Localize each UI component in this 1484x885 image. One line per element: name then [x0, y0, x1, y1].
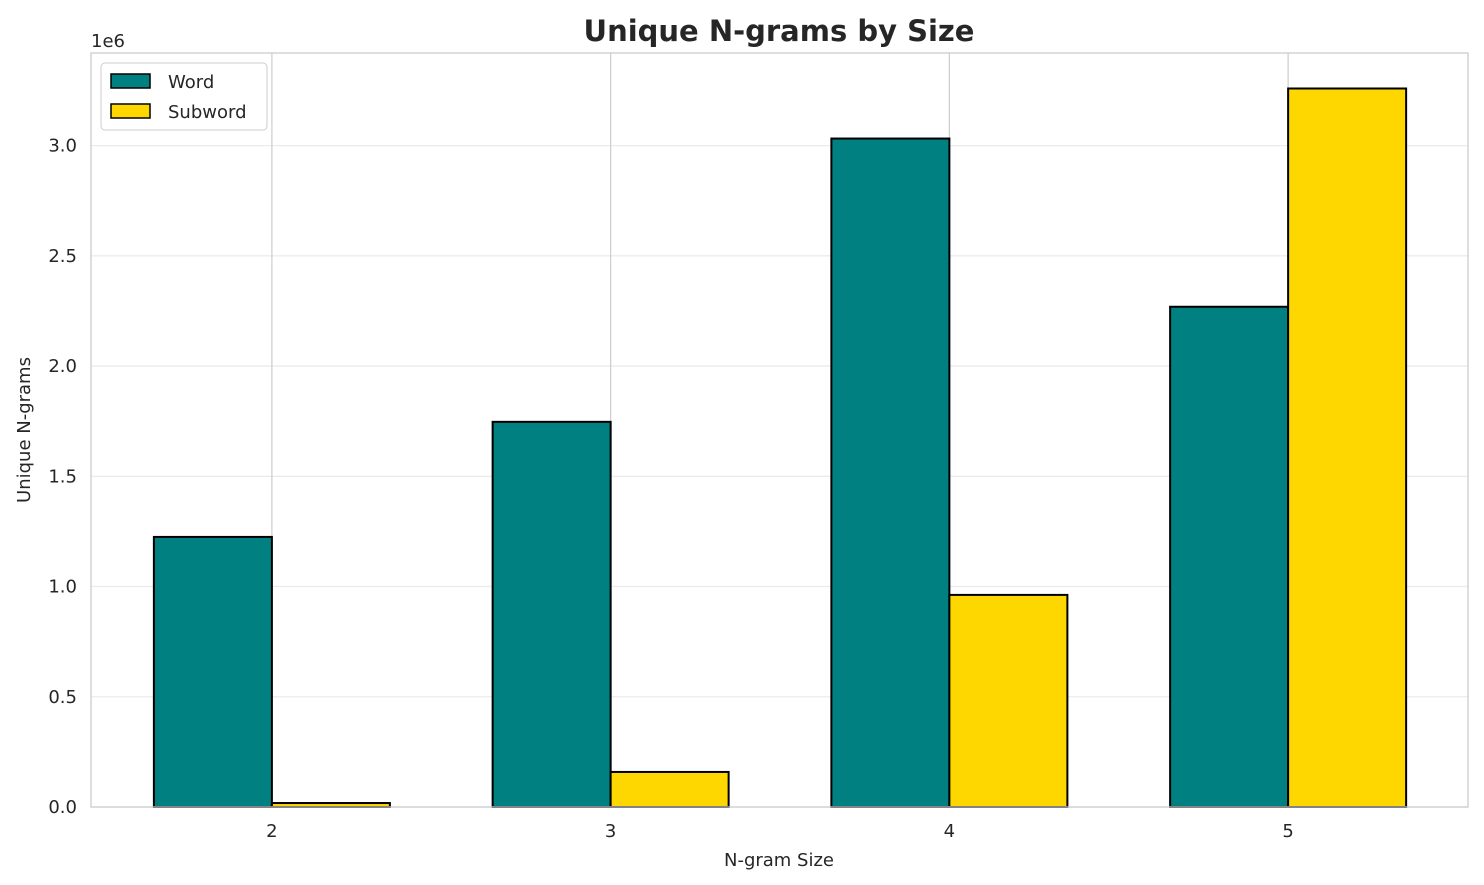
x-tick-label: 4 — [944, 821, 955, 842]
bar-word-2 — [152, 535, 273, 808]
bar-word-3 — [491, 420, 612, 808]
x-tick-label: 2 — [266, 821, 277, 842]
bar-subword-5 — [1287, 87, 1408, 809]
legend-label-subword: Subword — [168, 102, 247, 123]
legend-swatch-word — [110, 73, 151, 89]
legend-label-word: Word — [168, 72, 214, 93]
bar-word-5 — [1169, 305, 1290, 808]
bar-subword-3 — [609, 770, 730, 809]
y-tick-label: 2.5 — [48, 246, 77, 267]
y-offset-label: 1e6 — [91, 31, 125, 52]
legend: Word Subword — [100, 62, 268, 131]
y-tick-label: 3.0 — [48, 136, 77, 157]
plot-frame — [90, 52, 1469, 808]
bar-word-4 — [830, 137, 951, 809]
x-tick-label: 5 — [1282, 821, 1293, 842]
y-axis-label: Unique N-grams — [14, 357, 35, 503]
legend-swatch-subword — [110, 103, 151, 119]
bar-subword-4 — [948, 593, 1069, 808]
y-tick-label: 2.0 — [48, 356, 77, 377]
chart-title: Unique N-grams by Size — [584, 14, 975, 48]
x-axis-label: N-gram Size — [724, 850, 834, 871]
y-tick-label: 1.5 — [48, 466, 77, 487]
y-tick-label: 1.0 — [48, 577, 77, 598]
x-tick-label: 3 — [605, 821, 616, 842]
y-tick-label: 0.0 — [48, 797, 77, 818]
y-tick-label: 0.5 — [48, 687, 77, 708]
